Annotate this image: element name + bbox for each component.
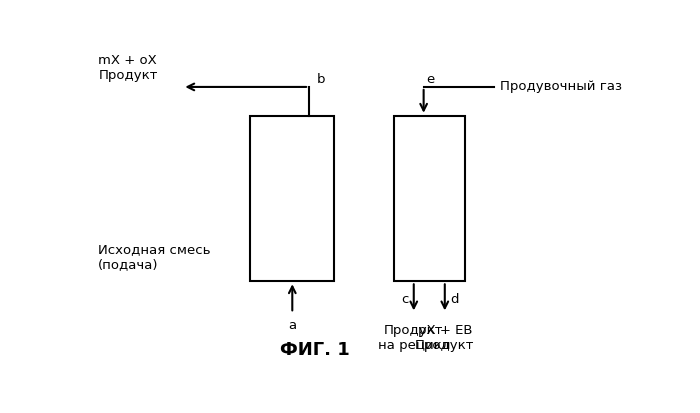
Text: Продукт
на рецикл: Продукт на рецикл — [377, 323, 450, 351]
Text: ФИГ. 1: ФИГ. 1 — [281, 340, 350, 358]
Bar — [394, 116, 465, 282]
Text: pX + ЕВ
Продукт: pX + ЕВ Продукт — [415, 323, 475, 351]
Text: Исходная смесь
(подача): Исходная смесь (подача) — [98, 242, 211, 270]
Text: c: c — [401, 293, 408, 306]
Text: Продувочный газ: Продувочный газ — [500, 80, 622, 93]
Text: a: a — [288, 318, 296, 331]
Text: b: b — [317, 73, 326, 86]
Text: mX + oX
Продукт: mX + oX Продукт — [98, 53, 158, 81]
Text: e: e — [426, 73, 435, 86]
Bar — [251, 116, 335, 282]
Text: d: d — [450, 293, 459, 306]
